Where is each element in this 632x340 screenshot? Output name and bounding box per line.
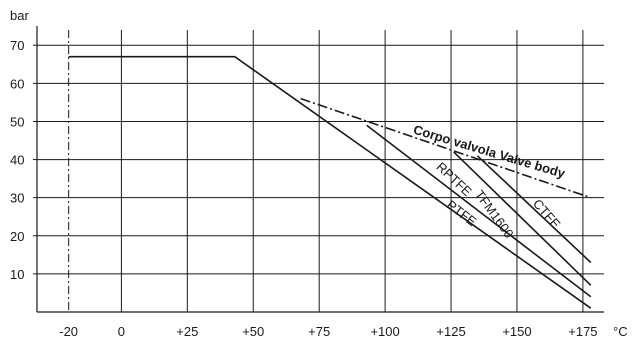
series-line-tfm1600 xyxy=(453,151,592,286)
y-tick-label: 70 xyxy=(10,38,24,53)
y-tick-label: 40 xyxy=(10,153,24,168)
y-tick-label: 60 xyxy=(10,76,24,91)
x-tick-label: +100 xyxy=(370,324,399,339)
x-tick-label: 0 xyxy=(118,324,125,339)
x-tick-label: +50 xyxy=(242,324,264,339)
series-lines xyxy=(68,55,592,309)
series-line-ctfe xyxy=(476,155,592,264)
series-line-ptfe xyxy=(68,55,592,309)
x-axis-unit: °C xyxy=(613,324,628,339)
y-tick-label: 10 xyxy=(10,267,24,282)
tick-labels: 10 20 30 40 50 60 70 -20 0 +25 +50 +75 +100 +125 +150 +… xyxy=(10,38,598,339)
y-tick-label: 20 xyxy=(10,229,24,244)
label-rptfe: RPTFE xyxy=(433,159,475,199)
y-tick-label: 30 xyxy=(10,191,24,206)
x-tick-label: +150 xyxy=(502,324,531,339)
label-ptfe: PTFE xyxy=(444,197,480,229)
label-tfm1600: TFM1600 xyxy=(472,187,517,241)
series-line-corpo-valvola-valve-body xyxy=(300,97,592,199)
x-tick-label: +25 xyxy=(176,324,198,339)
x-tick-label: -20 xyxy=(59,324,78,339)
x-tick-label: +125 xyxy=(436,324,465,339)
grid xyxy=(37,30,604,312)
label-corpo-valvola-valve-body: Corpo valvola Valve body xyxy=(412,122,568,181)
y-axis-unit: bar xyxy=(10,8,29,23)
axes xyxy=(33,26,604,313)
label-ctfe: CTFE xyxy=(530,196,564,232)
x-tick-label: +75 xyxy=(308,324,330,339)
series-line-rptfe xyxy=(366,124,592,298)
x-tick-label: +175 xyxy=(568,324,597,339)
y-tick-label: 50 xyxy=(10,114,24,129)
